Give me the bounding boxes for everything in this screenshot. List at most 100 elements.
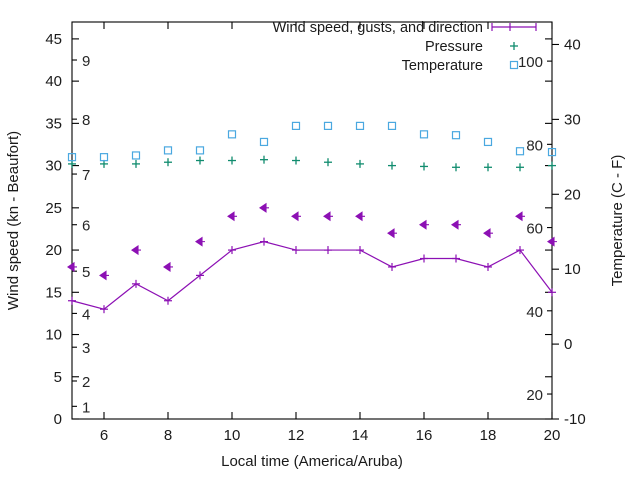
wind-direction-arrow bbox=[323, 211, 333, 222]
y-axis-title: Wind speed (kn - Beaufort) bbox=[5, 131, 22, 310]
pressure-point bbox=[356, 159, 364, 168]
wind-speed-point bbox=[420, 254, 428, 263]
pressure-point bbox=[292, 156, 300, 165]
pressure-point bbox=[324, 158, 332, 167]
legend-label-wind: Wind speed, gusts, and direction bbox=[273, 20, 483, 36]
pressure-point bbox=[516, 163, 524, 172]
legend-swatch-pressure bbox=[510, 42, 518, 50]
legend-swatch-temperature bbox=[509, 60, 519, 70]
wind-direction-arrow bbox=[131, 245, 141, 256]
pressure-point bbox=[164, 158, 172, 167]
y2-ticklabel-celsius: 0 bbox=[564, 336, 572, 353]
temperature-point bbox=[227, 130, 237, 139]
temperature-point bbox=[291, 121, 301, 130]
pressure-point bbox=[228, 156, 236, 165]
wind-direction-arrow bbox=[419, 219, 429, 230]
wind-speed-point bbox=[356, 246, 364, 255]
y-ticklabel-knots: 35 bbox=[45, 115, 62, 132]
y2-ticklabel-celsius: 40 bbox=[564, 36, 581, 53]
wind-speed-point bbox=[292, 246, 300, 255]
pressure-point bbox=[260, 155, 268, 164]
y2-axis-title: Temperature (C - F) bbox=[609, 155, 626, 287]
wind-direction-arrow bbox=[515, 211, 525, 222]
temperature-point bbox=[67, 153, 77, 162]
beaufort-label: 5 bbox=[82, 264, 90, 281]
y-ticklabel-knots: 25 bbox=[45, 200, 62, 217]
temperature-point bbox=[99, 153, 109, 162]
x-ticklabel: 14 bbox=[352, 427, 369, 444]
temperature-point bbox=[131, 151, 141, 160]
beaufort-label: 3 bbox=[82, 340, 90, 357]
wind-direction-arrow bbox=[483, 228, 493, 239]
y-ticklabel-knots: 15 bbox=[45, 284, 62, 301]
x-ticklabel: 12 bbox=[288, 427, 305, 444]
wind-speed-point bbox=[388, 262, 396, 271]
pressure-point bbox=[484, 163, 492, 172]
x-ticklabel: 18 bbox=[480, 427, 497, 444]
pressure-point bbox=[196, 156, 204, 165]
wind-direction-arrow bbox=[451, 219, 461, 230]
pressure-point bbox=[132, 159, 140, 168]
beaufort-label: 6 bbox=[82, 218, 90, 235]
y2-ticklabel-celsius: 20 bbox=[564, 186, 581, 203]
x-axis-title: Local time (America/Aruba) bbox=[221, 453, 403, 470]
temperature-point bbox=[515, 147, 525, 156]
wind-speed-point bbox=[164, 296, 172, 305]
wind-speed-point bbox=[100, 305, 108, 314]
beaufort-label: 1 bbox=[82, 399, 90, 416]
wind-direction-arrow bbox=[547, 236, 557, 247]
temperature-point bbox=[419, 130, 429, 139]
legend-label-pressure: Pressure bbox=[425, 39, 483, 55]
beaufort-label: 7 bbox=[82, 167, 90, 184]
pressure-point bbox=[388, 161, 396, 170]
wind-speed-point bbox=[516, 246, 524, 255]
temperature-point bbox=[163, 146, 173, 155]
pressure-point bbox=[420, 162, 428, 171]
temperature-point bbox=[355, 121, 365, 130]
wind-direction-arrow bbox=[67, 261, 77, 272]
y2-ticklabel-celsius: 30 bbox=[564, 111, 581, 128]
wind-direction-arrow bbox=[259, 202, 269, 213]
beaufort-label: 9 bbox=[82, 53, 90, 70]
wind-direction-arrow bbox=[387, 228, 397, 239]
fahrenheit-label: 100 bbox=[518, 54, 543, 71]
temperature-point bbox=[323, 121, 333, 130]
legend-swatch-wind-marker bbox=[491, 23, 537, 31]
y-ticklabel-knots: 45 bbox=[45, 31, 62, 48]
wind-speed-point bbox=[132, 279, 140, 288]
wind-speed-point bbox=[196, 271, 204, 280]
y-ticklabel-knots: 5 bbox=[54, 369, 62, 386]
beaufort-label: 4 bbox=[82, 306, 90, 323]
wind-speed-point bbox=[228, 246, 236, 255]
pressure-point bbox=[452, 163, 460, 172]
temperature-point bbox=[547, 147, 557, 157]
wind-speed-point bbox=[260, 237, 268, 246]
wind-direction-arrow bbox=[99, 270, 109, 281]
temperature-point bbox=[259, 137, 269, 147]
beaufort-label: 2 bbox=[82, 374, 90, 391]
wind-direction-arrow bbox=[163, 261, 173, 272]
y-ticklabel-knots: 40 bbox=[45, 73, 62, 90]
y-ticklabel-knots: 10 bbox=[45, 327, 62, 344]
temperature-point bbox=[195, 146, 205, 155]
x-ticklabel: 6 bbox=[100, 427, 108, 444]
x-ticklabel: 20 bbox=[544, 427, 561, 444]
fahrenheit-label: 40 bbox=[526, 304, 543, 321]
temperature-point bbox=[387, 121, 397, 130]
pressure-point bbox=[548, 161, 556, 170]
wind-speed-point bbox=[324, 246, 332, 255]
x-ticklabel: 10 bbox=[224, 427, 241, 444]
y-ticklabel-knots: 20 bbox=[45, 242, 62, 259]
fahrenheit-label: 80 bbox=[526, 137, 543, 154]
x-ticklabel: 16 bbox=[416, 427, 433, 444]
temperature-point bbox=[483, 137, 493, 147]
wind-direction-arrow bbox=[227, 211, 237, 222]
wind-direction-arrow bbox=[195, 236, 205, 247]
plot-frame bbox=[71, 21, 553, 420]
wind-speed-point bbox=[452, 254, 460, 263]
fahrenheit-label: 20 bbox=[526, 387, 543, 404]
y2-ticklabel-celsius: -10 bbox=[564, 411, 586, 428]
wind-speed-point bbox=[548, 288, 556, 297]
